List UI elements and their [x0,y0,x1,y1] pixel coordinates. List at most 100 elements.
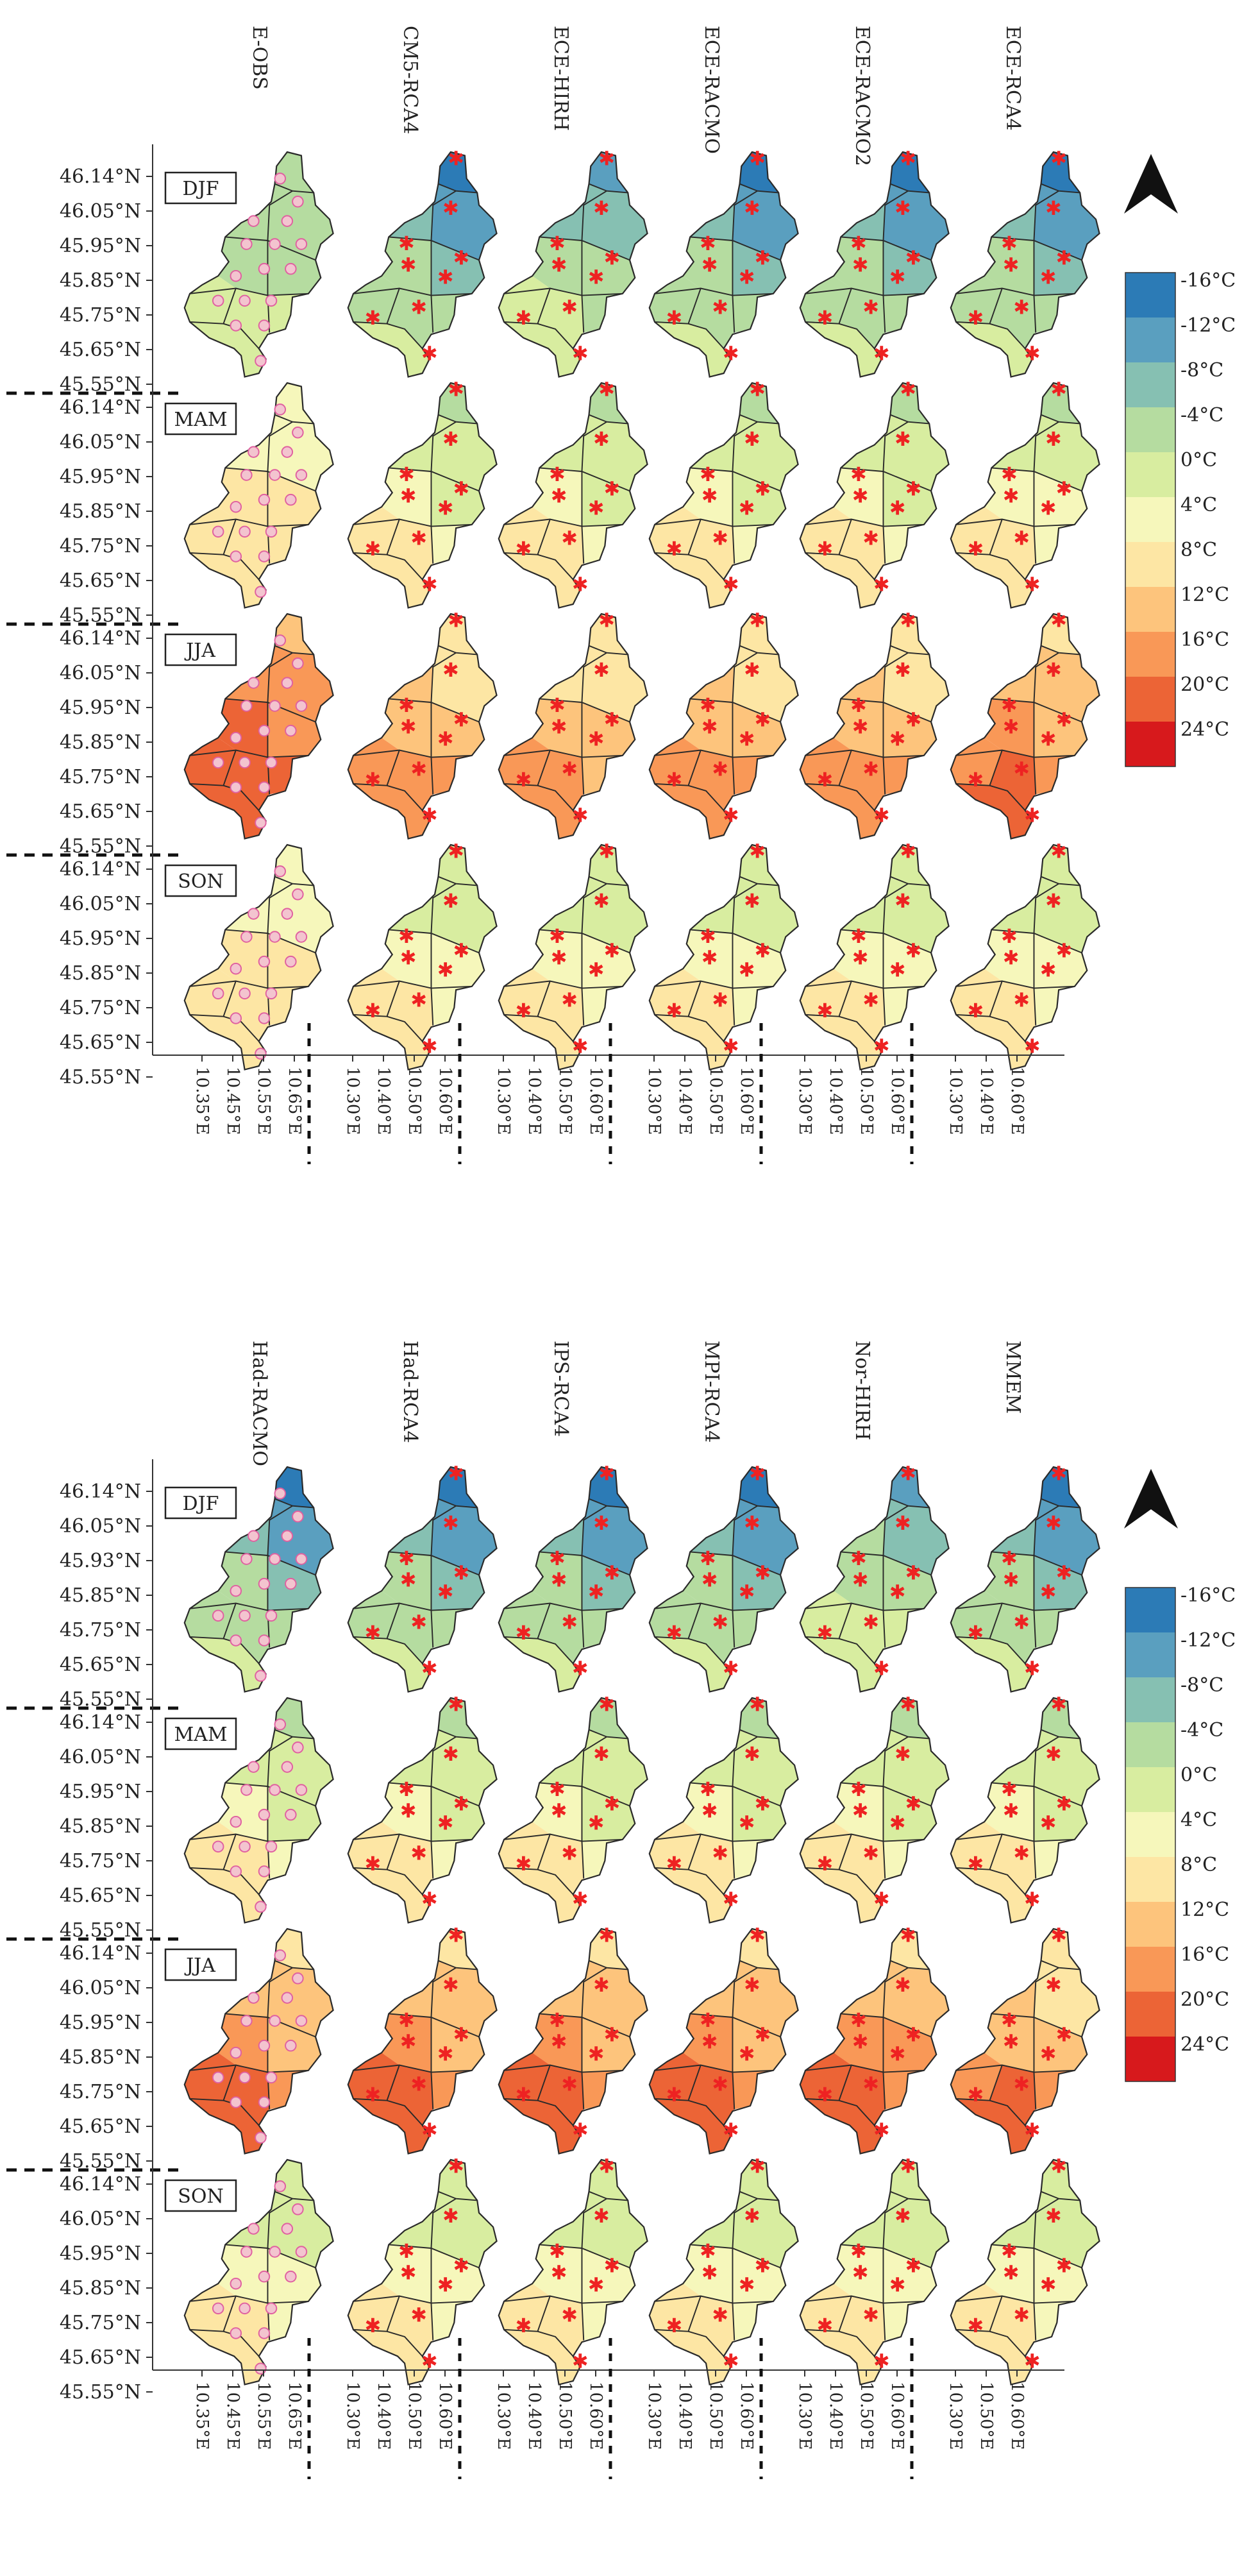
station-marker [230,1634,242,1647]
cell-border-line [654,2295,774,2304]
map-cell [498,276,550,324]
map-cell [539,1498,589,1555]
cell-border-line [589,1729,628,1740]
map-cell [883,1786,937,1842]
grid-point-marker: ✱ [895,428,911,451]
longitude-label: 10.40°E [826,1067,845,1135]
map-cell [582,414,648,491]
grid-point-marker: ✱ [442,1974,458,1997]
grid-point-marker: ✱ [968,1000,984,1022]
grid-point-marker: ✱ [400,716,416,738]
cell-border-line [353,2295,473,2304]
legend-label: -16°C [1180,269,1236,292]
cell-border-line [805,2098,875,2126]
cell-border-line [1033,2198,1059,2249]
grid-point-marker: ✱ [604,478,620,500]
map-cell [218,699,268,758]
grid-point-marker: ✱ [1001,2010,1017,2032]
station-marker [269,931,281,943]
grid-point-marker: ✱ [701,485,718,507]
cell-border-line [882,1555,886,1648]
grid-point-marker: ✱ [448,1694,464,1716]
map-cell [984,468,1034,527]
grid-point-marker: ✱ [723,2350,739,2373]
grid-point-marker: ✱ [968,2315,984,2337]
station-marker [248,215,260,227]
grid-point-marker: ✱ [968,307,984,330]
grid-point-marker: ✱ [448,148,464,171]
grid-point-marker: ✱ [749,1694,765,1716]
map-cell [890,1698,930,1739]
latitude-label: 45.55°N [60,1066,141,1089]
grid-point-marker: ✱ [862,2305,878,2327]
cell-border-line [386,2065,400,2101]
grid-point-marker: ✱ [437,1813,453,1835]
latitude-label: 45.65°N [60,570,141,592]
cell-border-line [581,2017,585,2110]
cell-border-line [732,240,735,333]
map-cell [267,645,333,722]
grid-point-marker: ✱ [572,804,588,827]
grid-point-marker: ✱ [593,2205,609,2228]
grid-point-marker: ✱ [437,960,453,982]
latitude-label: 45.95°N [60,2242,141,2265]
grid-point-marker: ✱ [551,2031,567,2053]
map-cell [834,2244,884,2303]
latitude-label: 46.14°N [60,165,141,188]
map-cell [438,1698,478,1739]
grid-point-marker: ✱ [1040,1582,1056,1604]
map-cell [582,2191,648,2268]
map-cell [683,699,733,758]
cell-border-line [955,1867,1026,1895]
cell-border-line [503,1636,574,1665]
grid-point-marker: ✱ [1003,716,1019,738]
cell-border-line [438,876,478,886]
cell-border-line [882,652,909,703]
cell-border-line [274,876,314,886]
station-marker [281,1761,294,1773]
grid-point-marker: ✱ [1024,804,1040,827]
map-cell [431,2248,485,2303]
cell-border-line [890,1729,930,1740]
latitude-label: 45.85°N [60,2277,141,2300]
grid-point-marker: ✱ [572,573,588,596]
grid-point-marker: ✱ [365,2315,381,2337]
cell-border-line [189,518,309,527]
grid-point-marker: ✱ [850,2010,866,2032]
legend-swatch [1125,1632,1175,1677]
grid-point-marker: ✱ [442,890,458,913]
grid-point-marker: ✱ [852,2031,868,2053]
station-marker [292,657,304,670]
map-cell [890,383,930,424]
grid-point-marker: ✱ [700,1779,716,1801]
cell-border-line [537,1834,551,1870]
grid-point-marker: ✱ [437,1582,453,1604]
legend-swatch [1125,1588,1175,1632]
map-cell [883,2248,937,2303]
grid-point-marker: ✱ [598,379,614,402]
cell-border-line [955,2098,1026,2126]
map-cell [690,876,740,933]
map-cell [1034,645,1100,722]
grid-point-marker: ✱ [1056,709,1072,731]
grid-point-marker: ✱ [549,233,565,255]
cell-border-line [503,783,574,811]
grid-point-marker: ✱ [598,1694,614,1716]
station-marker [212,1609,224,1622]
grid-point-marker: ✱ [852,254,868,276]
station-marker [269,469,281,481]
map-cell [800,2284,852,2332]
cell-border-line [732,190,758,241]
map-cell [582,933,635,988]
map-cell [839,1603,886,1664]
grid-point-marker: ✱ [739,267,755,289]
cell-border-line [581,190,607,241]
station-marker [258,2096,271,2108]
grid-point-marker: ✱ [410,2074,426,2096]
station-marker [230,2046,242,2059]
map-cell [184,1591,236,1639]
map-cell [839,981,886,1042]
map-cell [683,929,733,988]
cell-border-line [430,421,457,472]
map-MMEM: ✱✱✱✱✱✱✱ ✱✱ [950,1925,1100,2155]
